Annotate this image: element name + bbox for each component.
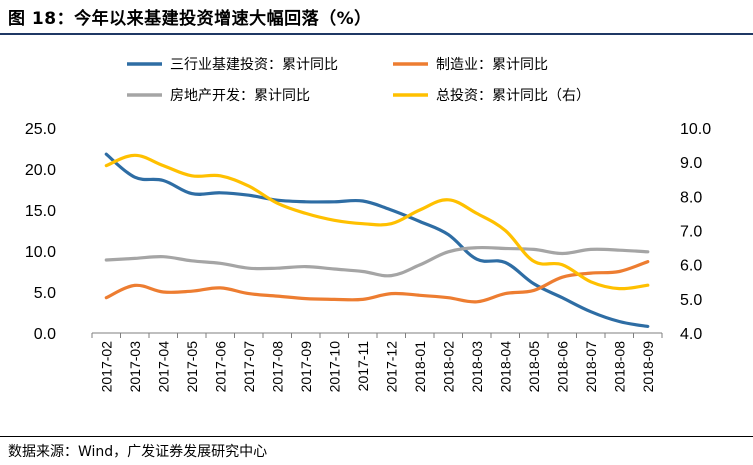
x-tick-label: 2018-03 xyxy=(469,341,485,393)
y-left-tick-label: 20.0 xyxy=(25,162,56,179)
legend-label-2: 房地产开发：累计同比 xyxy=(170,88,310,104)
y-right-tick-label: 5.0 xyxy=(680,292,702,309)
series-line-0 xyxy=(104,152,650,328)
legend-label-3: 总投资：累计同比（右） xyxy=(436,88,590,104)
x-tick-label: 2017-08 xyxy=(269,341,285,393)
legend-label-0: 三行业基建投资：累计同比 xyxy=(170,56,338,73)
y-right-tick-label: 8.0 xyxy=(680,189,702,206)
x-tick-label: 2017-10 xyxy=(326,341,342,393)
x-tick-label: 2018-04 xyxy=(497,341,513,393)
legend-label-1: 制造业：累计同比 xyxy=(436,57,548,73)
x-tick-label: 2017-04 xyxy=(155,341,171,393)
x-tick-label: 2018-07 xyxy=(583,341,599,393)
series-line-1 xyxy=(104,260,650,304)
y-left-tick-label: 25.0 xyxy=(25,121,56,138)
series-line-2 xyxy=(104,245,650,278)
source-rule xyxy=(0,436,753,437)
x-tick-label: 2018-01 xyxy=(412,341,428,393)
y-left-tick-label: 15.0 xyxy=(25,203,56,220)
y-right-tick-label: 10.0 xyxy=(680,121,711,138)
y-left-tick-label: 5.0 xyxy=(34,285,56,302)
x-tick-label: 2018-02 xyxy=(440,341,456,393)
y-right-tick-label: 9.0 xyxy=(680,155,702,172)
series-layer xyxy=(104,152,650,328)
y-axis-left: 0.0 5.0 10.0 15.0 20.0 25.0 xyxy=(25,121,56,343)
x-tick-label: 2018-06 xyxy=(554,341,570,393)
x-tick-label: 2018-09 xyxy=(640,341,656,393)
x-tick-label: 2017-06 xyxy=(212,341,228,393)
x-tick-label: 2017-03 xyxy=(127,341,143,393)
x-tick-label: 2017-11 xyxy=(355,341,371,392)
series-line-3 xyxy=(104,153,650,291)
title-rule xyxy=(0,33,753,35)
x-tick-label: 2018-05 xyxy=(526,341,542,393)
y-left-tick-label: 0.0 xyxy=(34,326,56,343)
y-right-tick-label: 7.0 xyxy=(680,224,702,241)
figure-title: 图 18：今年以来基建投资增速大幅回落（%） xyxy=(8,9,372,29)
x-tick-label: 2018-08 xyxy=(611,341,627,393)
x-tick-label: 2017-07 xyxy=(241,341,257,393)
y-left-tick-label: 10.0 xyxy=(25,244,56,261)
y-axis-right: 4.0 5.0 6.0 7.0 8.0 9.0 10.0 xyxy=(680,121,711,343)
source-note: 数据来源：Wind，广发证券发展研究中心 xyxy=(8,444,268,460)
x-tick-label: 2017-12 xyxy=(383,341,399,393)
x-axis: 2017-02 2017-03 2017-04 2017-05 2017-06 2017-… xyxy=(91,332,663,393)
y-right-tick-label: 6.0 xyxy=(680,258,702,275)
y-right-tick-label: 4.0 xyxy=(680,326,702,343)
x-tick-label: 2017-09 xyxy=(298,341,314,393)
x-tick-label: 2017-02 xyxy=(98,341,114,393)
x-tick-label: 2017-05 xyxy=(184,341,200,393)
